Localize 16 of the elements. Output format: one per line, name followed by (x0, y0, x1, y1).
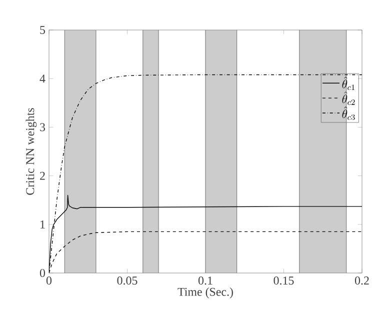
y-tick-label: 1 (40, 220, 45, 228)
x-tick-label: 0.15 (274, 276, 294, 285)
y-tick-label: 3 (40, 123, 46, 132)
legend-label: $\hat{\theta}_{c2}$ (342, 92, 355, 105)
y-axis-title: Critic NN weights (26, 108, 37, 195)
y-tick-label: 5 (40, 26, 46, 34)
x-tick-label: 0.05 (117, 276, 138, 285)
y-tick-label: 2 (40, 172, 45, 180)
x-tick-label: 0.2 (354, 276, 369, 285)
legend-label: $\hat{\theta}_{c3}$ (342, 106, 355, 120)
legend-label: $\hat{\theta}_{c1}$ (342, 76, 355, 90)
x-tick-label: 0.1 (198, 276, 212, 285)
y-tick-label: 4 (40, 74, 46, 83)
y-tick-label: 0 (40, 268, 46, 278)
x-axis-title: Time (Sec.) (178, 287, 233, 298)
x-tick-label: 0 (46, 276, 52, 285)
